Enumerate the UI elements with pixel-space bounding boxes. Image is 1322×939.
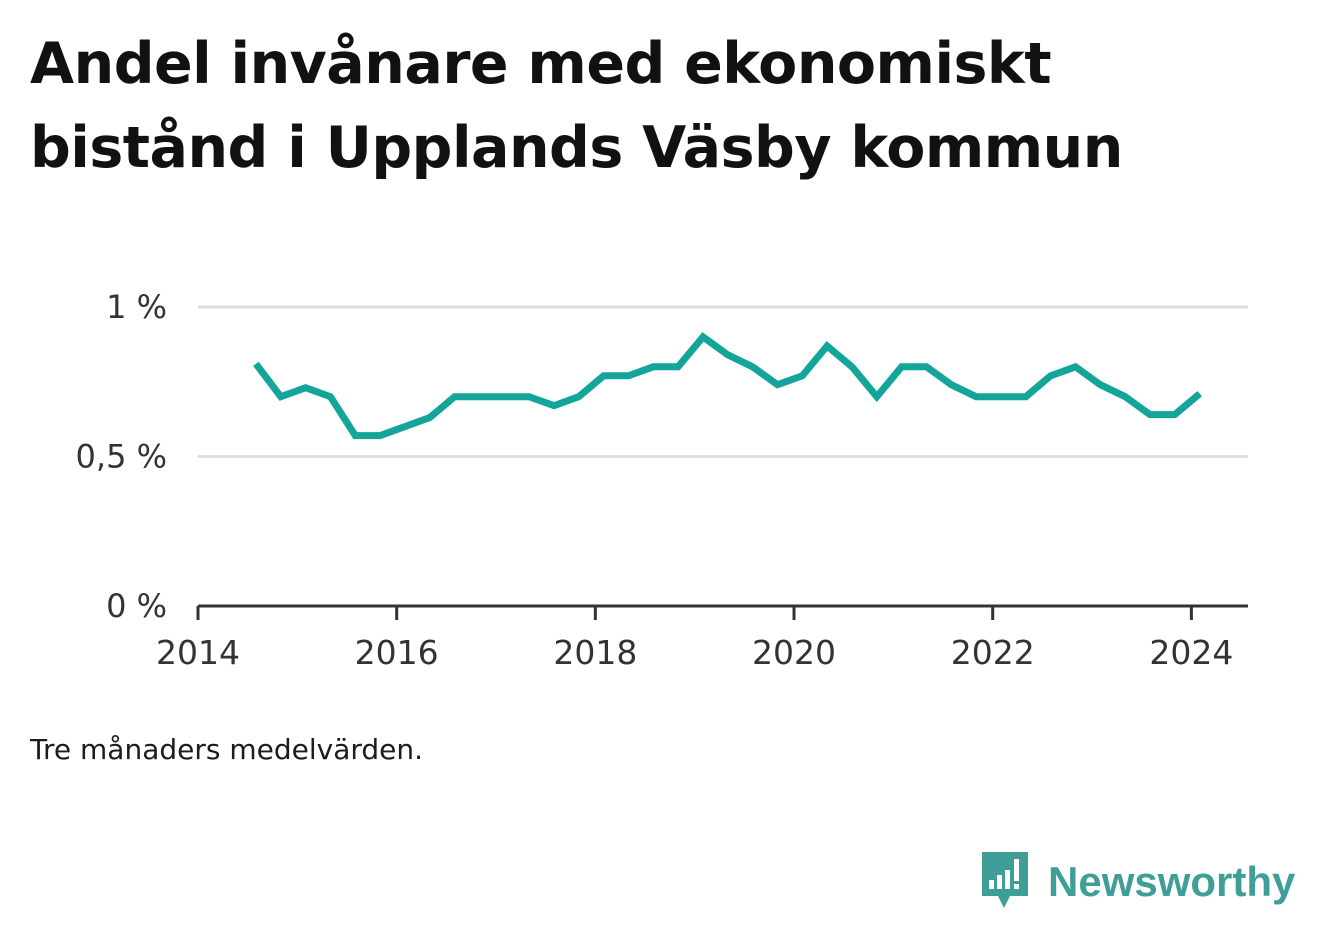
brand-name: Newsworthy [1048, 858, 1296, 905]
data-point [578, 396, 579, 397]
data-point [976, 396, 977, 397]
data-point [429, 417, 430, 418]
data-point [702, 336, 703, 337]
data-point [1174, 414, 1175, 415]
series-lines [253, 332, 1202, 440]
x-tick-label: 2024 [1149, 633, 1233, 672]
data-point [355, 435, 356, 436]
data-point [1149, 414, 1150, 415]
data-point [901, 366, 902, 367]
series-line [253, 332, 1202, 440]
data-point [380, 435, 381, 436]
data-point [1075, 366, 1076, 367]
data-point [678, 366, 679, 367]
y-axis-tick-labels: 0 % 0,5 % 1 % [76, 288, 167, 625]
y-tick-label: 0,5 % [76, 438, 167, 476]
x-tick-label: 2014 [156, 633, 240, 672]
x-tick-label: 2018 [553, 633, 637, 672]
data-point [1050, 375, 1051, 376]
data-point [1000, 396, 1001, 397]
data-point [926, 366, 927, 367]
data-point [404, 426, 405, 427]
x-tick-label: 2016 [355, 633, 439, 672]
data-point [479, 396, 480, 397]
data-point [727, 354, 728, 355]
data-point [1199, 393, 1200, 394]
data-point [951, 384, 952, 385]
data-point [653, 366, 654, 367]
x-axis: 2014 2016 2018 2020 2022 2024 [156, 604, 1248, 672]
data-point [603, 375, 604, 376]
data-point [454, 396, 455, 397]
data-point [827, 345, 828, 346]
newsworthy-logo-icon [980, 850, 1030, 914]
data-point [802, 375, 803, 376]
chart-note: Tre månaders medelvärden. [30, 733, 424, 766]
data-point [504, 396, 505, 397]
data-point [1100, 384, 1101, 385]
data-point [255, 363, 256, 364]
gridlines [198, 305, 1248, 458]
y-tick-label: 1 % [106, 288, 167, 326]
data-point [1025, 396, 1026, 397]
x-tick-label: 2022 [951, 633, 1035, 672]
x-tick-label: 2020 [752, 633, 836, 672]
data-point [553, 405, 554, 406]
data-point [330, 396, 331, 397]
data-point [876, 396, 877, 397]
data-point [628, 375, 629, 376]
data-point [529, 396, 530, 397]
data-point [851, 366, 852, 367]
data-point [1125, 396, 1126, 397]
brand-logo[interactable]: Newsworthy [980, 850, 1295, 914]
y-tick-label: 0 % [106, 587, 167, 625]
data-point [752, 366, 753, 367]
chart-title: Andel invånare med ekonomiskt bistånd i … [30, 31, 1123, 181]
data-point [777, 384, 778, 385]
data-point [280, 396, 281, 397]
data-point [305, 387, 306, 388]
